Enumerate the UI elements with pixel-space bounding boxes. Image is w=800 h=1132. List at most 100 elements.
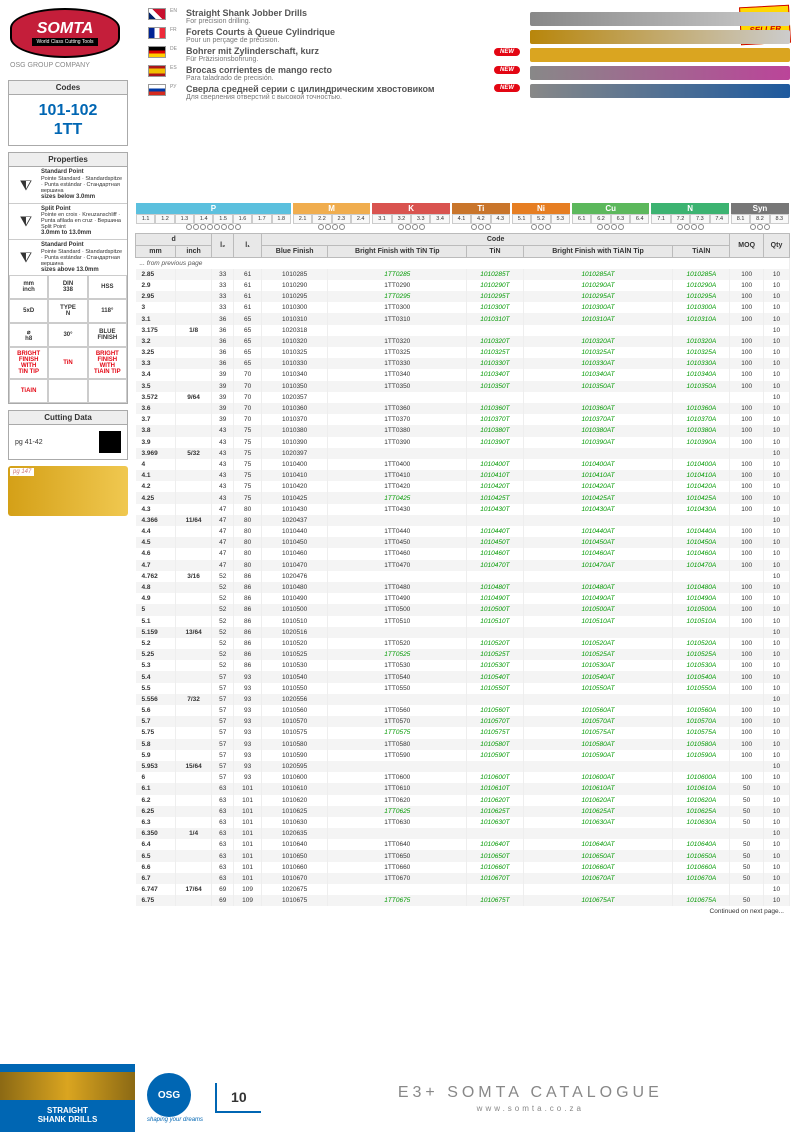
table-row: 3336110103001TT03001010300T1010300AT1010… xyxy=(136,302,790,313)
osg-tagline: shaping your dreams xyxy=(147,1117,203,1123)
property-cell: 5xD xyxy=(9,299,48,323)
group-label: OSG GROUP COMPANY xyxy=(10,62,140,69)
table-row: 3.2366510103201TT03201010320T1010320AT10… xyxy=(136,336,790,347)
table-row: 6.26310110106201TT06201010620T1010620AT1… xyxy=(136,795,790,806)
drill-image-101-102: 101-102 xyxy=(530,12,790,26)
qr-icon xyxy=(99,431,121,453)
table-row: 5.7579310105701TT05701010570T1010570AT10… xyxy=(136,716,790,727)
table-row: 6.36310110106301TT06301010630T1010630AT1… xyxy=(136,817,790,828)
table-row: 6579310106001TT06001010600T1010600AT1010… xyxy=(136,772,790,783)
table-row: 5.3528610105301TT05301010530T1010530AT10… xyxy=(136,660,790,671)
drill-images: 101-102 1TT NEW101T NEW101AT NEW101A xyxy=(530,8,790,103)
property-cell: ⌀h8 xyxy=(9,323,48,347)
promo-image: pg 147 xyxy=(8,466,128,516)
table-row: 3.1751/83665102031810 xyxy=(136,325,790,336)
multilang-titles: ENStraight Shank Jobber DrillsFor precis… xyxy=(140,8,530,103)
next-page-note: Continued on next page... xyxy=(135,906,790,915)
table-row: 5.75579310105751TT05751010575T1010575AT1… xyxy=(136,727,790,738)
flag-DE xyxy=(148,46,166,58)
footer-category: STRAIGHTSHANK DRILLS xyxy=(38,1106,98,1124)
main-content: P1.11.21.31.41.51.61.71.8M2.12.22.32.4K3… xyxy=(135,202,790,915)
drill-image-101T: NEW101T xyxy=(530,48,790,62)
table-row: 4.36611/644780102043710 xyxy=(136,515,790,526)
cutting-page-ref: pg 41-42 xyxy=(15,439,43,446)
property-cell: 118° xyxy=(88,299,127,323)
table-row: 6.3501/463101102063510 xyxy=(136,828,790,839)
sidebar: Codes 101-1021TT Properties ⧨Standard Po… xyxy=(8,80,128,516)
flag-ES xyxy=(148,65,166,77)
table-row: 4.9528610104901TT04901010490T1010490AT10… xyxy=(136,593,790,604)
table-row: 5.25528610105251TT05251010525T1010525AT1… xyxy=(136,649,790,660)
material-group-Ni: Ni5.15.25.3 xyxy=(511,202,571,231)
table-row: 4.3478010104301TT04301010430T1010430AT10… xyxy=(136,504,790,515)
properties-box: Properties ⧨Standard PointPointe Standar… xyxy=(8,152,128,404)
table-row: 4437510104001TT04001010400T1010400AT1010… xyxy=(136,459,790,470)
table-row: 3.6397010103601TT03601010360T1010360AT10… xyxy=(136,403,790,414)
drill-image-101AT: NEW101AT xyxy=(530,66,790,80)
drill-image-1TT: 1TT xyxy=(530,30,790,44)
property-cell: DIN338 xyxy=(48,275,87,299)
material-group-P: P1.11.21.31.41.51.61.71.8 xyxy=(135,202,292,231)
table-row: 5.9579310105901TT05901010590T1010590AT10… xyxy=(136,750,790,761)
table-row: 4.6478010104601TT04601010460T1010460AT10… xyxy=(136,548,790,559)
drill-spec-table: d l₂ l₁ Code MOQ Qty mminch Blue FinishB… xyxy=(135,233,790,906)
footer-drill-image xyxy=(0,1072,135,1100)
material-group-K: K3.13.23.33.4 xyxy=(371,202,450,231)
table-row: 4.2437510104201TT04201010420T1010420AT10… xyxy=(136,481,790,492)
table-row: 3.1366510103101TT03101010310T1010310AT10… xyxy=(136,313,790,324)
property-cell: TYPEN xyxy=(48,299,87,323)
table-row: 4.4478010104401TT04401010440T1010440AT10… xyxy=(136,526,790,537)
table-row: 5.15913/645286102051610 xyxy=(136,627,790,638)
table-row: 4.5478010104501TT04501010450T1010450AT10… xyxy=(136,537,790,548)
table-row: 5.95315/645793102059510 xyxy=(136,761,790,772)
property-cell: BRIGHTFINISHWITHTiAlN TIP xyxy=(88,347,127,379)
material-group-Cu: Cu6.16.26.36.4 xyxy=(571,202,650,231)
page-number: 10 xyxy=(215,1083,261,1113)
table-row: 3.8437510103801TT03801010380T1010380AT10… xyxy=(136,425,790,436)
table-row: 6.74717/6469109102067510 xyxy=(136,884,790,895)
table-row: 5.5567/325793102055610 xyxy=(136,694,790,705)
table-row: 5.8579310105801TT05801010580T1010580AT10… xyxy=(136,739,790,750)
material-group-Ti: Ti4.14.24.3 xyxy=(451,202,511,231)
property-cell: HSS xyxy=(88,275,127,299)
property-cell xyxy=(88,379,127,403)
cutting-data-box: Cutting Data pg 41-42 xyxy=(8,410,128,460)
table-row: 6.66310110106601TT06601010660T1010660AT1… xyxy=(136,862,790,873)
table-row: 5528610105001TT05001010500T1010500AT1010… xyxy=(136,604,790,615)
table-row: 4.7623/165286102047610 xyxy=(136,571,790,582)
property-cell: BLUEFINISH xyxy=(88,323,127,347)
table-row: 5.5579310105501TT05501010550T1010550AT10… xyxy=(136,683,790,694)
table-row: 5.4579310105401TT05401010540T1010540AT10… xyxy=(136,671,790,682)
prev-page-note: ... from previous page xyxy=(136,258,790,269)
property-cell: TiAlN xyxy=(9,379,48,403)
property-cell: BRIGHTFINISHWITHTIN TIP xyxy=(9,347,48,379)
table-row: 3.5397010103501TT03501010350T1010350AT10… xyxy=(136,381,790,392)
table-row: 6.46310110106401TT06401010640T1010640AT1… xyxy=(136,839,790,850)
table-row: 6.76310110106701TT06701010670T1010670AT1… xyxy=(136,873,790,884)
table-row: 4.7478010104701TT04701010470T1010470AT10… xyxy=(136,560,790,571)
table-row: 2.9336110102901TT02901010290T1010290AT10… xyxy=(136,280,790,291)
property-point: ⧨Standard PointPointe Standard · Standar… xyxy=(9,240,127,275)
property-point: ⧨Standard PointPointe Standard · Standar… xyxy=(9,167,127,203)
material-color-bar: P1.11.21.31.41.51.61.71.8M2.12.22.32.4K3… xyxy=(135,202,790,231)
table-row: 2.95336110102951TT02951010295T1010295AT1… xyxy=(136,291,790,302)
property-point: ⧨Split PointPointe en croix · Kreuzansch… xyxy=(9,204,127,240)
drill-image-101A: NEW101A xyxy=(530,84,790,98)
material-group-N: N7.17.27.37.4 xyxy=(650,202,729,231)
material-group-Syn: Syn8.18.28.3 xyxy=(730,202,790,231)
flag-EN xyxy=(148,8,166,20)
table-row: 4.25437510104251TT04251010425T1010425AT1… xyxy=(136,492,790,503)
table-row: 5.2528610105201TT05201010520T1010520AT10… xyxy=(136,638,790,649)
brand-logo: SOMTA World Class Cutting Tools xyxy=(10,8,120,58)
property-cell: 30° xyxy=(48,323,87,347)
catalogue-url: www.somta.co.za xyxy=(273,1104,788,1113)
material-group-M: M2.12.22.32.4 xyxy=(292,202,371,231)
flag-РУ xyxy=(148,84,166,96)
table-row: 3.3366510103301TT03301010330T1010330AT10… xyxy=(136,358,790,369)
catalogue-title: E3+ SOMTA CATALOGUE xyxy=(273,1084,788,1102)
codes-box: Codes 101-1021TT xyxy=(8,80,128,146)
table-row: 4.8528610104801TT04801010480T1010480AT10… xyxy=(136,582,790,593)
property-cell: TiN xyxy=(48,347,87,379)
table-row: 5.1528610105101TT05101010510T1010510AT10… xyxy=(136,616,790,627)
property-cell: mminch xyxy=(9,275,48,299)
